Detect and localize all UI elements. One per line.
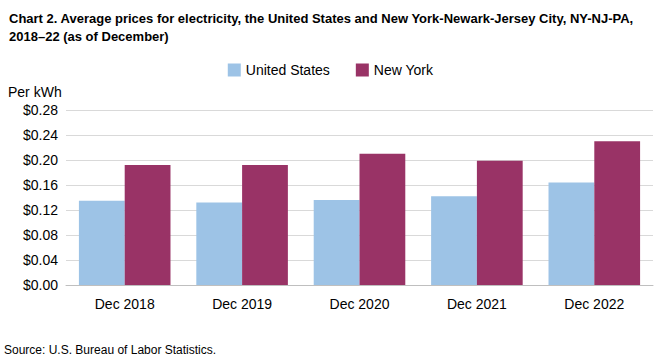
svg-text:$0.04: $0.04 — [23, 252, 58, 268]
svg-text:Dec 2020: Dec 2020 — [330, 296, 390, 312]
svg-text:Dec 2022: Dec 2022 — [564, 296, 624, 312]
svg-text:Chart 2. Average prices for el: Chart 2. Average prices for electricity,… — [9, 11, 637, 26]
svg-text:$0.00: $0.00 — [23, 277, 58, 293]
svg-text:$0.28: $0.28 — [23, 102, 58, 118]
svg-text:$0.16: $0.16 — [23, 177, 58, 193]
svg-text:$0.24: $0.24 — [23, 127, 58, 143]
svg-text:New York: New York — [374, 62, 434, 78]
svg-text:United States: United States — [246, 62, 330, 78]
svg-text:Dec 2021: Dec 2021 — [447, 296, 507, 312]
svg-text:2018–22 (as of December): 2018–22 (as of December) — [9, 29, 169, 44]
svg-text:$0.20: $0.20 — [23, 152, 58, 168]
svg-text:Per kWh: Per kWh — [8, 84, 62, 100]
svg-text:Dec 2019: Dec 2019 — [212, 296, 272, 312]
svg-text:Source: U.S. Bureau of Labor S: Source: U.S. Bureau of Labor Statistics. — [4, 343, 216, 357]
svg-text:Dec 2018: Dec 2018 — [95, 296, 155, 312]
svg-text:$0.12: $0.12 — [23, 202, 58, 218]
svg-text:$0.08: $0.08 — [23, 227, 58, 243]
